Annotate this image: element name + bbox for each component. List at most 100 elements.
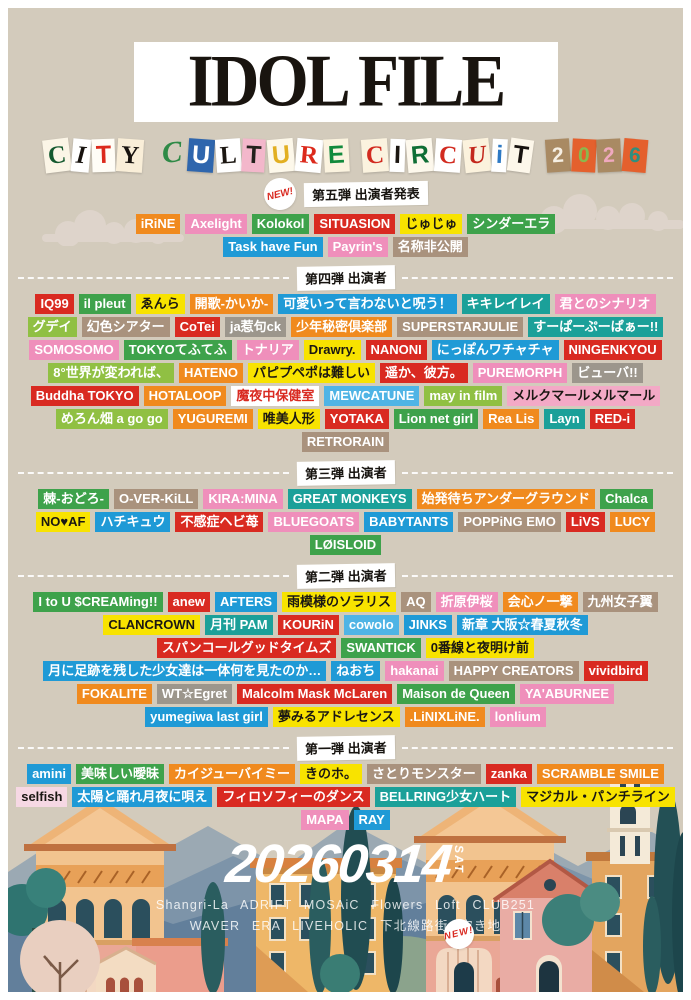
artist-tag: MAPA [301, 809, 349, 830]
artist-tag: 遥か、彼方。 [379, 362, 468, 383]
artist-tag: YA'ABURNEE [519, 683, 615, 704]
artist-tag: SCRAMBLE SMILE [536, 763, 664, 784]
artist-tag: Chalca [600, 488, 653, 509]
artist-tag: 君とのシナリオ [554, 293, 656, 314]
ransom-letter: 0 [570, 138, 597, 173]
artist-tag: iRiNE [135, 213, 181, 234]
artist-tag: TOKYOてふてふ [123, 339, 232, 360]
artist-tag: にっぽんワチャチャ [431, 339, 559, 360]
artist-list: amini 美味しい曖昧 カイジューバイミー きのホ。 さとりモンスター zanka SCR… [8, 762, 683, 831]
artist-tag: NO♥AF [35, 511, 91, 532]
artist-tag: PUREMORPH [472, 362, 568, 383]
artist-tag: Axelight [185, 213, 247, 234]
artist-tag: SOMOSOMO [29, 339, 119, 360]
ransom-letter: I [389, 138, 406, 173]
artist-tag: 太陽と踊れ月夜に唄え [72, 786, 213, 807]
artist-tag: BLUEGOATS [268, 511, 360, 532]
artist-tag: NINGENKYOU [563, 339, 662, 360]
artist-tag: 月刊 PAM [205, 614, 273, 635]
dashed-rule [402, 277, 673, 279]
dashed-rule [18, 472, 289, 474]
ransom-letter: i [490, 138, 508, 173]
section-s3: 第三弾 出演者 棘-おどろ- O-VER-KiLL KIRA:MINA GREAT MO… [8, 460, 683, 556]
date-day: SAT [452, 844, 467, 876]
artist-tag: I to U $CREAMing!! [33, 591, 163, 612]
dashed-rule [18, 747, 289, 749]
artist-tag: さとりモンスター [367, 763, 481, 784]
artist-tag: Kolokol [251, 213, 310, 234]
trees [201, 788, 683, 992]
artist-tag: SITUASION [314, 213, 396, 234]
artist-tag: NANONI [365, 339, 427, 360]
ransom-letter: U [266, 137, 296, 174]
artist-tag: WT☆Egret [156, 683, 232, 704]
ransom-letter: C [434, 138, 463, 173]
artist-tag: めろん畑 a go go [55, 408, 168, 429]
artist-tag: POPPiNG EMO [458, 511, 561, 532]
artist-tag: Drawry. [303, 339, 361, 360]
venue-line-2: WAVER ERA LIVEHOLIC 下北線路街 空き地 [189, 918, 502, 933]
artist-tag: GREAT MONKEYS [287, 488, 412, 509]
ransom-letter: T [506, 137, 535, 174]
section-header: NEW! 第五弾 出演者発表 [8, 174, 683, 214]
artist-tag: 会心ノ一撃 [502, 591, 578, 612]
artist-tag: LiVS [565, 511, 605, 532]
artist-tag: hakanai [385, 660, 444, 681]
artist-tag: 幻色シアター [81, 316, 170, 337]
artist-tag: RAY [353, 809, 390, 830]
dashed-rule [402, 472, 673, 474]
artist-tag: vividbird [583, 660, 648, 681]
artist-tag: 可愛いって言わないと呪う！ [278, 293, 457, 314]
section-s2: 第二弾 出演者 I to U $CREAMing!! anew AFTERS 雨模様のソ… [8, 563, 683, 728]
dashed-rule [18, 277, 289, 279]
artist-tag: HOTALOOP [143, 385, 227, 406]
dashed-rule [18, 575, 289, 577]
artist-tag: Layn [544, 408, 585, 429]
artist-tag: 魔夜中保健室 [231, 385, 320, 406]
new-badge: NEW! [260, 174, 300, 214]
section-s4: 第四弾 出演者 IQ99 il pleut ゑんら 開歌-かいか- 可愛いって言わないと呪… [8, 265, 683, 453]
artist-tag: メルクマールメルマール [507, 385, 661, 406]
artist-tag: きのホ。 [300, 763, 363, 784]
artist-tag: 夢みるアドレセンス [272, 706, 400, 727]
artist-list: IQ99 il pleut ゑんら 開歌-かいか- 可愛いって言わないと呪う！ キキレイレ… [11, 292, 681, 453]
artist-tag: Rea Lis [483, 408, 540, 429]
artist-tag: 雨模様のソラリス [282, 591, 397, 612]
artist-tag: 美味しい曖昧 [76, 763, 165, 784]
artist-tag: Maison de Queen [397, 683, 515, 704]
ransom-letter: 2 [596, 138, 622, 173]
artist-tag: 唯美人形 [257, 408, 320, 429]
artist-tag: SUPERSTARJULIE [397, 316, 524, 337]
artist-list: 棘-おどろ- O-VER-KiLL KIRA:MINA GREAT MONKEYS 始発… [13, 487, 679, 556]
artist-tag: マジカル・パンチライン [521, 786, 675, 807]
artist-tag: 8°世界が変われば、 [48, 362, 175, 383]
ransom-letter: R [406, 137, 435, 174]
artist-tag: 0番線と夜明け前 [425, 637, 534, 658]
date-digits: 20260314 [223, 834, 453, 894]
artist-tag: 始発待ちアンダーグラウンド [416, 488, 596, 509]
artist-tag: すーぱーぷーぱぁー!! [528, 316, 664, 337]
ransom-letter: U [461, 137, 492, 174]
lineup-sections: NEW! 第五弾 出演者発表 iRiNE Axelight Kolokol SITUASI… [8, 174, 683, 831]
artist-tag: カイジューバイミー [169, 763, 296, 784]
artist-tag: lonlium [489, 706, 546, 727]
artist-tag: .LiNIXLiNE. [404, 706, 485, 727]
artist-tag: ja惹句ck [224, 316, 287, 337]
section-s5: NEW! 第五弾 出演者発表 iRiNE Axelight Kolokol SITUASI… [8, 174, 683, 258]
artist-tag: MEWCATUNE [324, 385, 420, 406]
artist-tag: グデイ [27, 316, 77, 337]
venue-line-1: Shangri-La ADRIFT MOSAiC Flowers Loft CL… [155, 898, 536, 912]
artist-tag: yumegiwa last girl [145, 706, 268, 727]
ransom-letter: E [322, 138, 350, 173]
artist-tag: JINKS [403, 614, 452, 635]
ransom-letter: T [91, 138, 117, 173]
artist-tag: LUCY [609, 511, 656, 532]
artist-tag: 折原伊桜 [435, 591, 498, 612]
artist-tag: HAPPY CREATORS [448, 660, 579, 681]
artist-tag: cowolo [343, 614, 399, 635]
artist-tag: KIRA:MINA [203, 488, 283, 509]
artist-tag: RETRORAIN [301, 431, 390, 452]
section-header: 第三弾 出演者 [18, 460, 673, 486]
